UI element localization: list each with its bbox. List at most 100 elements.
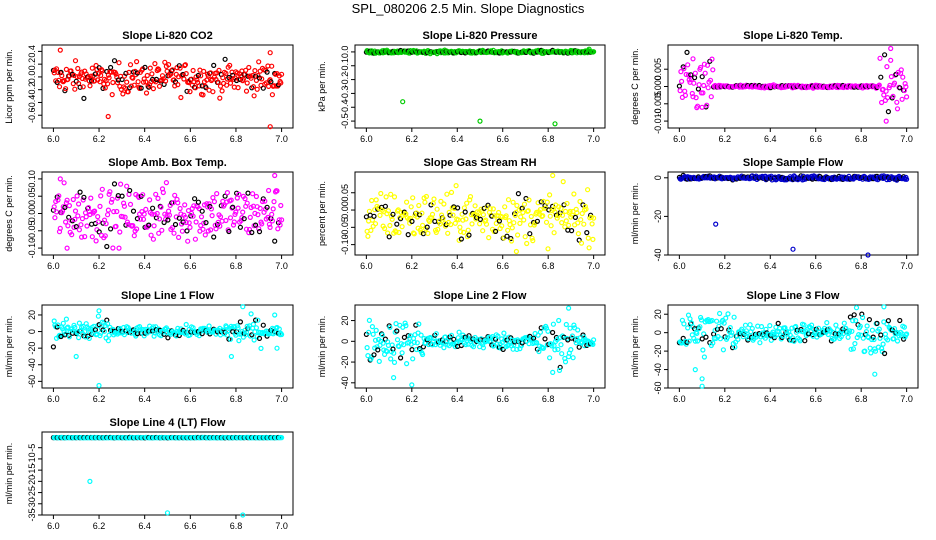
- data-point: [549, 329, 556, 336]
- data-point: [487, 206, 493, 212]
- data-point: [767, 323, 773, 329]
- data-point: [91, 78, 98, 84]
- data-point: [149, 211, 155, 217]
- data-point: [496, 209, 502, 216]
- data-point: [96, 322, 102, 328]
- y-axis-label: degrees C per min.: [4, 175, 14, 252]
- data-point: [849, 328, 855, 334]
- data-point: [91, 208, 98, 214]
- x-tick-label: 6.6: [809, 261, 822, 271]
- x-tick-label: 6.8: [230, 261, 243, 271]
- data-point: [417, 227, 423, 233]
- data-point: [200, 92, 206, 98]
- data-point: [251, 93, 257, 99]
- data-point: [107, 189, 113, 195]
- x-tick-label: 6.6: [184, 261, 197, 271]
- data-point: [253, 317, 259, 323]
- data-point: [240, 209, 246, 215]
- data-point: [87, 83, 93, 89]
- y-tick-label: 0.005: [653, 58, 663, 81]
- figure-title: SPL_080206 2.5 Min. Slope Diagnostics: [351, 1, 585, 16]
- data-point: [527, 231, 533, 237]
- data-point: [140, 216, 147, 222]
- y-tick-label: -15: [27, 464, 37, 477]
- data-point: [95, 214, 101, 220]
- data-point: [65, 223, 71, 229]
- x-tick-label: 7.0: [275, 134, 288, 144]
- data-point: [72, 86, 78, 92]
- data-point: [881, 92, 887, 98]
- data-point: [791, 338, 797, 344]
- outlier-point: [391, 375, 397, 381]
- x-tick-label: 6.0: [673, 134, 686, 144]
- data-point: [252, 67, 258, 74]
- data-point: [107, 64, 114, 71]
- data-point: [901, 324, 908, 330]
- data-point: [368, 227, 374, 233]
- data-point: [850, 318, 856, 324]
- data-point: [110, 245, 116, 251]
- data-point: [780, 333, 786, 339]
- data-point: [159, 73, 166, 79]
- data-point: [185, 238, 191, 244]
- outlier-point: [267, 124, 273, 130]
- data-point: [407, 333, 413, 339]
- data-point: [250, 84, 256, 90]
- data-point: [411, 231, 417, 237]
- data-point: [383, 194, 389, 200]
- y-tick-label: 0.10: [27, 170, 37, 188]
- x-tick-label: 6.0: [360, 261, 373, 271]
- data-point: [192, 236, 198, 242]
- data-point: [201, 220, 207, 226]
- data-point: [270, 206, 276, 212]
- data-point: [410, 356, 416, 362]
- data-point: [698, 317, 705, 323]
- outlier-point: [57, 47, 63, 53]
- data-point: [198, 214, 205, 220]
- data-point: [114, 79, 121, 86]
- panel-8: Slope Line 2 Flow 6.0 6.2 6.4 6.6 6.8 7.0 -40 -2…: [317, 290, 606, 404]
- panel-title: Slope Sample Flow: [743, 157, 844, 169]
- data-point: [137, 216, 143, 222]
- data-point: [572, 214, 579, 220]
- data-point: [444, 191, 450, 197]
- x-tick-label: 6.4: [138, 261, 151, 271]
- data-point: [433, 331, 439, 337]
- outlier-point: [550, 369, 556, 375]
- data-point: [192, 85, 198, 91]
- y-tick-label: -0.2: [340, 72, 350, 88]
- data-point: [86, 78, 92, 84]
- data-point: [701, 354, 708, 360]
- data-point: [143, 206, 149, 212]
- data-point: [152, 60, 158, 67]
- data-point: [546, 207, 552, 213]
- data-point: [436, 218, 442, 224]
- data-point: [259, 221, 265, 227]
- data-point: [900, 74, 906, 80]
- data-point: [682, 92, 689, 99]
- x-tick-label: 6.4: [764, 261, 777, 271]
- outlier-point: [57, 176, 63, 182]
- data-point: [256, 229, 263, 235]
- data-point: [236, 338, 242, 344]
- data-point: [72, 216, 78, 222]
- data-point: [571, 191, 577, 197]
- data-point: [880, 341, 886, 347]
- data-point: [856, 332, 862, 338]
- data-point: [199, 208, 205, 214]
- data-point: [250, 191, 256, 197]
- x-tick-label: 6.8: [230, 394, 243, 404]
- y-tick-label: 0.000: [653, 75, 663, 98]
- data-point: [382, 203, 388, 209]
- data-point: [727, 325, 733, 331]
- data-point: [106, 75, 112, 81]
- y-tick-label: -0.05: [340, 217, 350, 238]
- data-point: [219, 88, 225, 94]
- data-point: [878, 99, 885, 106]
- data-point: [63, 316, 70, 322]
- data-point: [81, 95, 87, 102]
- data-point: [279, 331, 285, 338]
- plot-frame: [354, 44, 606, 129]
